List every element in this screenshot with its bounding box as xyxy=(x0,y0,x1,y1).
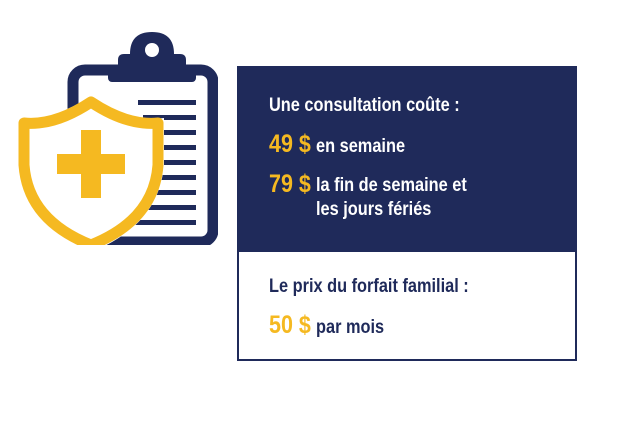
weekend-label-line2: les jours fériés xyxy=(316,199,432,220)
clipboard-icon xyxy=(67,32,218,245)
weekend-price: 79 $ xyxy=(269,170,311,198)
consultation-heading: Une consultation coûte : xyxy=(269,95,460,116)
family-plan-price: 50 $ xyxy=(269,311,311,339)
family-plan-price-row: 50 $ par mois xyxy=(269,311,384,340)
clipboard-shield-illustration xyxy=(18,32,218,245)
shield-medical-cross-icon xyxy=(18,96,164,245)
weekday-price: 49 $ xyxy=(269,130,311,158)
family-plan-section: Le prix du forfait familial : 50 $ par m… xyxy=(239,252,575,359)
pricing-card: Une consultation coûte : 49 $ en semaine… xyxy=(237,66,577,361)
family-plan-label: par mois xyxy=(316,317,385,338)
weekday-label: en semaine xyxy=(316,136,406,157)
weekend-price-row: 79 $ la fin de semaine et les jours féri… xyxy=(269,170,467,222)
weekday-price-row: 49 $ en semaine xyxy=(269,130,405,159)
weekend-label-line1: la fin de semaine et xyxy=(316,175,467,196)
weekend-label: la fin de semaine et les jours fériés xyxy=(316,170,467,222)
family-plan-heading: Le prix du forfait familial : xyxy=(269,276,469,297)
consultation-section: Une consultation coûte : 49 $ en semaine… xyxy=(239,68,575,252)
